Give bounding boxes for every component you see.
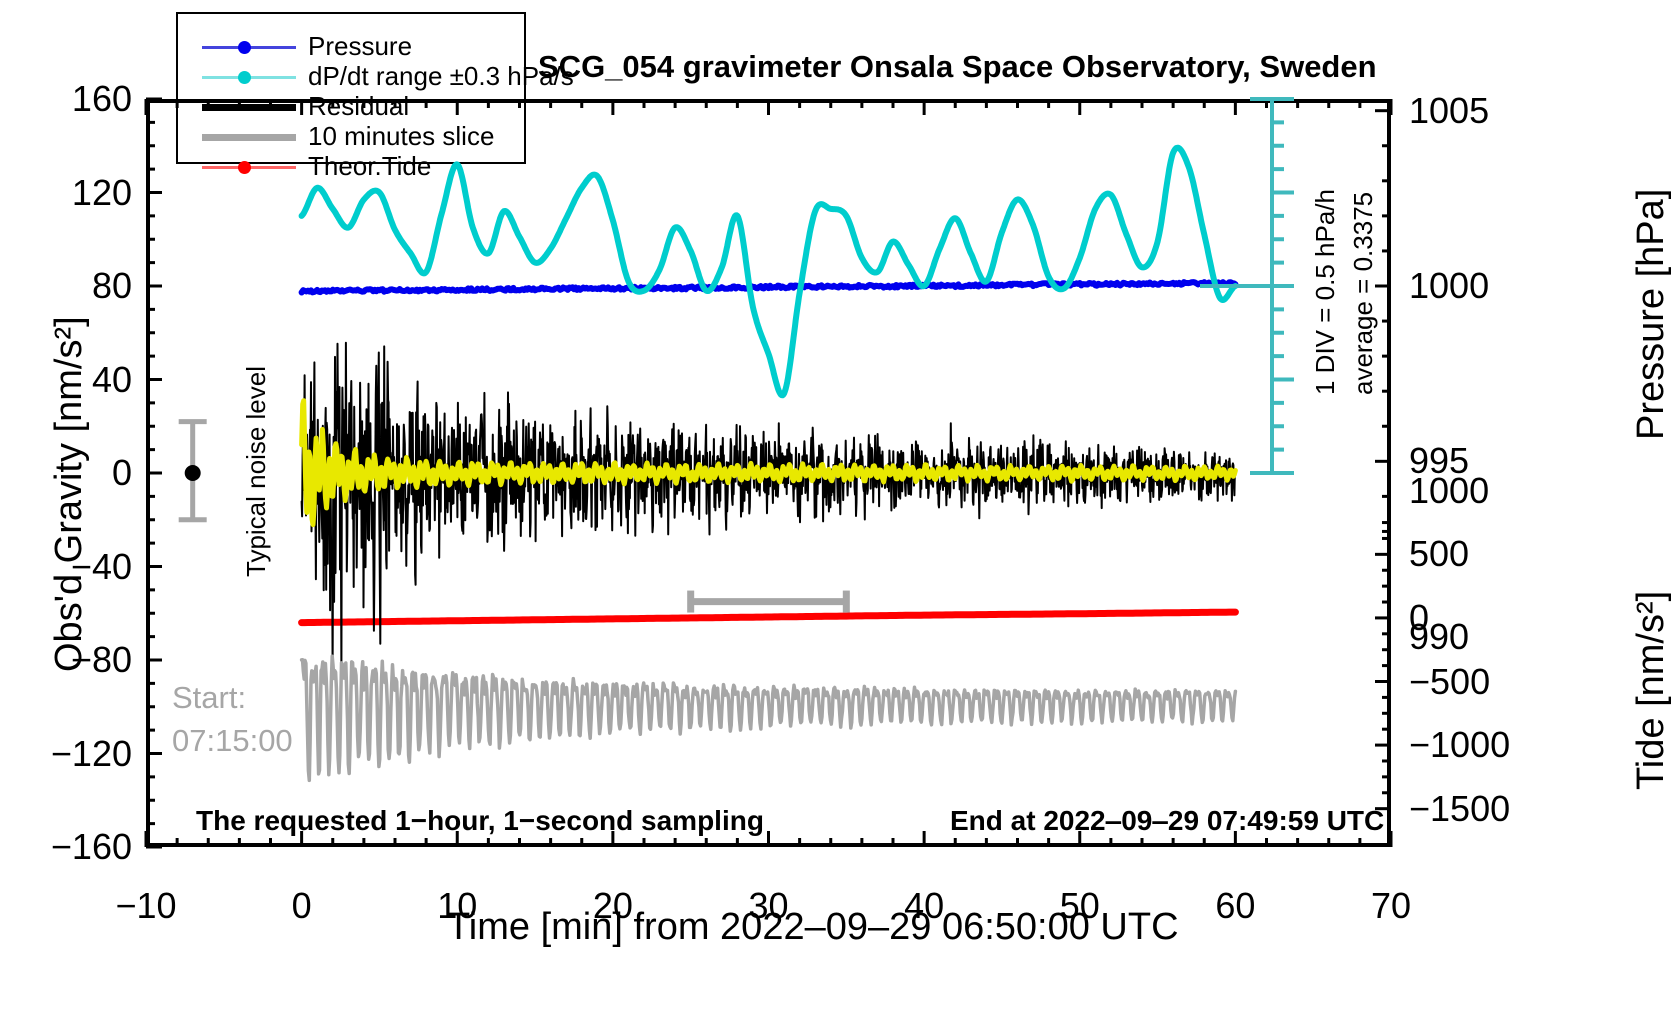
sampling-note: The requested 1−hour, 1−second sampling xyxy=(196,805,764,836)
y-left-tick-label-0: 160 xyxy=(71,78,132,119)
x-tick-label-7: 60 xyxy=(1215,885,1256,926)
legend-item-dpdt: dP/dt range ±0.3 hPa/s xyxy=(178,61,574,92)
y-pressure-tick-label-4: 990 xyxy=(1409,615,1470,657)
start-time: 07:15:00 xyxy=(172,723,293,758)
plot-area xyxy=(146,99,1391,847)
y-axis-tide-title: Tide [nm/s²] xyxy=(1630,590,1672,790)
legend-swatch-residual xyxy=(202,104,296,111)
legend-swatch-slice xyxy=(202,134,296,141)
y-pressure-tick-label-2: 1000 xyxy=(1409,265,1490,306)
x-tick-label-1: 0 xyxy=(291,885,312,926)
y-pressure-tick-label-3: 995 xyxy=(1409,440,1470,482)
x-tick-label-3: 20 xyxy=(592,885,633,926)
y-axis-left-title: Obs'd Gravity [nm/s²] xyxy=(48,316,90,672)
legend-item-residual: Residual xyxy=(178,91,524,122)
y-tide-tick-label-5: −1500 xyxy=(1409,787,1511,829)
legend-dot-dpdt xyxy=(238,71,251,84)
y-left-tick-label-4: 0 xyxy=(111,452,132,493)
x-tick-label-6: 50 xyxy=(1059,885,1100,926)
y-tide-tick-label-1: 500 xyxy=(1409,533,1470,575)
legend-dot-pressure xyxy=(238,41,251,54)
y-axis-pressure-title: Pressure [hPa] xyxy=(1630,188,1672,440)
legend-label-dpdt: dP/dt range ±0.3 hPa/s xyxy=(308,61,574,91)
average-note: average = 0.3375 xyxy=(1348,191,1378,395)
y-left-tick-label-7: −120 xyxy=(50,732,132,774)
x-axis-title: Time [min] from 2022‒09‒29 06:50:00 UTC xyxy=(447,906,1179,948)
end-note: End at 2022‒09‒29 07:49:59 UTC xyxy=(950,805,1385,836)
y-tide-tick-label-3: −500 xyxy=(1409,660,1491,702)
y-left-tick-label-1: 120 xyxy=(71,171,132,213)
start-label: Start: xyxy=(172,680,247,715)
x-tick-label-8: 70 xyxy=(1370,885,1412,926)
y-tide-tick-label-2: 0 xyxy=(1409,596,1430,638)
y-tide-tick-label-4: −1000 xyxy=(1409,724,1511,766)
x-tick-label-5: 40 xyxy=(904,885,945,926)
noise-level-annotation: Typical noise level xyxy=(241,366,271,577)
legend-label-residual: Residual xyxy=(308,91,410,121)
x-tick-label-0: −10 xyxy=(115,885,177,926)
legend-label-pressure: Pressure xyxy=(308,31,413,61)
y-tide-tick-label-0: 1000 xyxy=(1409,469,1490,511)
legend-dot-tide xyxy=(238,161,251,174)
page-title: SCG_054 gravimeter Onsala Space Observat… xyxy=(538,49,1377,84)
x-tick-label-2: 10 xyxy=(437,885,478,926)
x-tick-label-4: 30 xyxy=(748,885,789,926)
y-left-tick-label-2: 80 xyxy=(91,265,132,306)
y-left-tick-label-3: 40 xyxy=(91,358,132,400)
div-note: 1 DIV = 0.5 hPa/h xyxy=(1310,189,1340,395)
legend-item-pressure: Pressure xyxy=(178,31,524,62)
y-pressure-tick-label-1: 1005 xyxy=(1409,89,1490,131)
y-left-tick-label-8: −160 xyxy=(50,826,132,867)
y-left-tick-label-6: −80 xyxy=(70,639,132,680)
y-left-tick-label-5: −40 xyxy=(70,545,132,587)
